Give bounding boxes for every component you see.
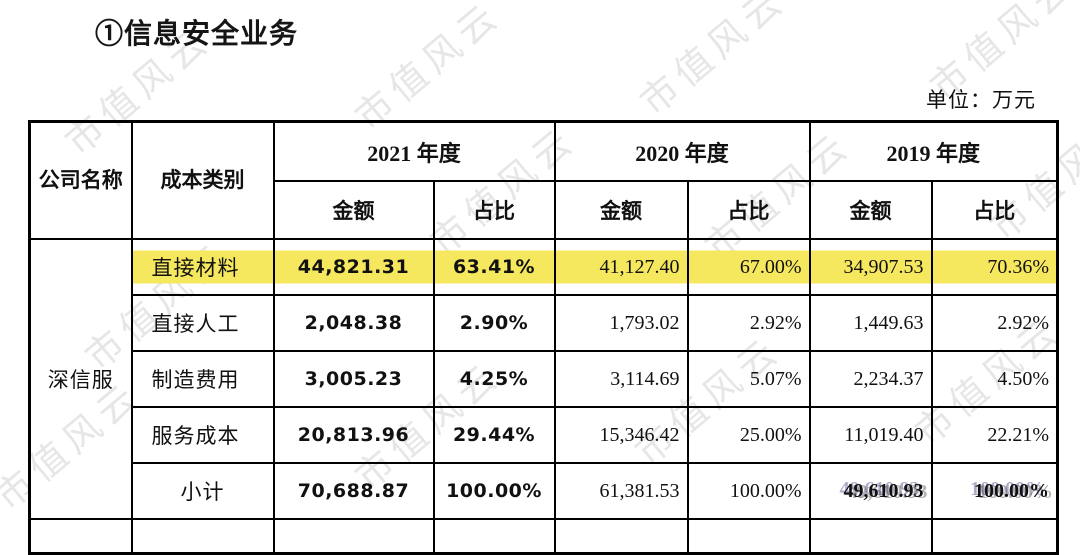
amount-2019-cell: 11,019.40	[808, 406, 933, 464]
ratio-2020-cell: 25.00%	[686, 406, 811, 464]
table-row: 深信服 直接材料 44,821.31 63.41% 41,127.40 67.0…	[28, 238, 1059, 520]
ratio-2021-cell: 29.44%	[432, 406, 556, 464]
ratio-2019-cell: 22.21%	[930, 406, 1059, 464]
empty-cell	[930, 518, 1059, 554]
empty-cell	[28, 518, 133, 554]
header-row-subcolumns: 金额 占比 金额 占比 金额 占比	[30, 180, 1059, 240]
ratio-2020-cell: 5.07%	[686, 350, 811, 408]
category-cell: 服务成本	[130, 406, 275, 464]
empty-cell	[432, 518, 556, 554]
ratio-2021-cell: 63.41%	[432, 238, 556, 296]
header-amount-2021: 金额	[272, 180, 435, 240]
amount-2021-cell: 44,821.31	[272, 238, 435, 296]
amount-2019-cell: 34,907.53	[808, 238, 933, 296]
empty-cell	[553, 518, 689, 554]
header-amount-2020: 金额	[553, 180, 689, 240]
header-ratio-2020: 占比	[686, 180, 811, 240]
cost-breakdown-table: 公司名称 成本类别 2021 年度 2020 年度 2019 年度 金额 占比 …	[28, 120, 1060, 555]
ratio-2020-cell: 100.00%	[686, 462, 811, 520]
ratio-2019-cell: 100.00%	[930, 462, 1059, 520]
ratio-2019-cell: 70.36%	[930, 238, 1059, 296]
table-row: 直接人工 2,048.38 2.90% 1,793.02 2.92% 1,449…	[30, 294, 1059, 352]
watermark-text: 市值风云	[633, 0, 795, 124]
empty-cell	[808, 518, 933, 554]
category-cell: 小计	[130, 462, 275, 520]
table-row: 制造费用 3,005.23 4.25% 3,114.69 5.07% 2,234…	[30, 350, 1059, 408]
ratio-2020-cell: 2.92%	[686, 294, 811, 352]
amount-2020-cell: 61,381.53	[553, 462, 689, 520]
category-cell: 制造费用	[130, 350, 275, 408]
ratio-2019-cell: 2.92%	[930, 294, 1059, 352]
amount-2019-cell: 1,449.63	[808, 294, 933, 352]
section-title: ①信息安全业务	[95, 19, 299, 50]
header-year-2021: 2021 年度	[272, 120, 556, 182]
table-row-partial	[28, 518, 1059, 554]
category-cell: 直接材料	[130, 238, 275, 296]
ratio-2021-cell: 4.25%	[432, 350, 556, 408]
header-cost-category: 成本类别	[130, 120, 275, 240]
header-ratio-2019: 占比	[930, 180, 1059, 240]
ratio-2021-cell: 2.90%	[432, 294, 556, 352]
unit-label: 单位：万元	[926, 88, 1036, 112]
category-cell: 直接人工	[130, 294, 275, 352]
ratio-2021-cell: 100.00%	[432, 462, 556, 520]
amount-2019-cell: 49,610.93	[808, 462, 933, 520]
header-company-name: 公司名称	[28, 120, 133, 240]
table-row: 服务成本 20,813.96 29.44% 15,346.42 25.00% 1…	[30, 406, 1059, 464]
amount-2019-cell: 2,234.37	[808, 350, 933, 408]
amount-2020-cell: 3,114.69	[553, 350, 689, 408]
amount-2021-cell: 3,005.23	[272, 350, 435, 408]
empty-cell	[130, 518, 275, 554]
ratio-2020-cell: 67.00%	[686, 238, 811, 296]
amount-2021-cell: 2,048.38	[272, 294, 435, 352]
amount-2020-cell: 41,127.40	[553, 238, 689, 296]
header-amount-2019: 金额	[808, 180, 933, 240]
empty-cell	[272, 518, 435, 554]
table-row-subtotal: 小计 70,688.87 100.00% 61,381.53 100.00% 4…	[30, 462, 1059, 520]
amount-2020-cell: 1,793.02	[553, 294, 689, 352]
header-row-years: 公司名称 成本类别 2021 年度 2020 年度 2019 年度	[28, 120, 1059, 240]
amount-2020-cell: 15,346.42	[553, 406, 689, 464]
amount-2021-cell: 20,813.96	[272, 406, 435, 464]
empty-cell	[686, 518, 811, 554]
header-year-2020: 2020 年度	[553, 120, 811, 182]
ratio-2019-cell: 4.50%	[930, 350, 1059, 408]
company-name-cell: 深信服	[28, 238, 133, 520]
amount-2021-cell: 70,688.87	[272, 462, 435, 520]
header-ratio-2021: 占比	[432, 180, 556, 240]
header-year-2019: 2019 年度	[808, 120, 1059, 182]
